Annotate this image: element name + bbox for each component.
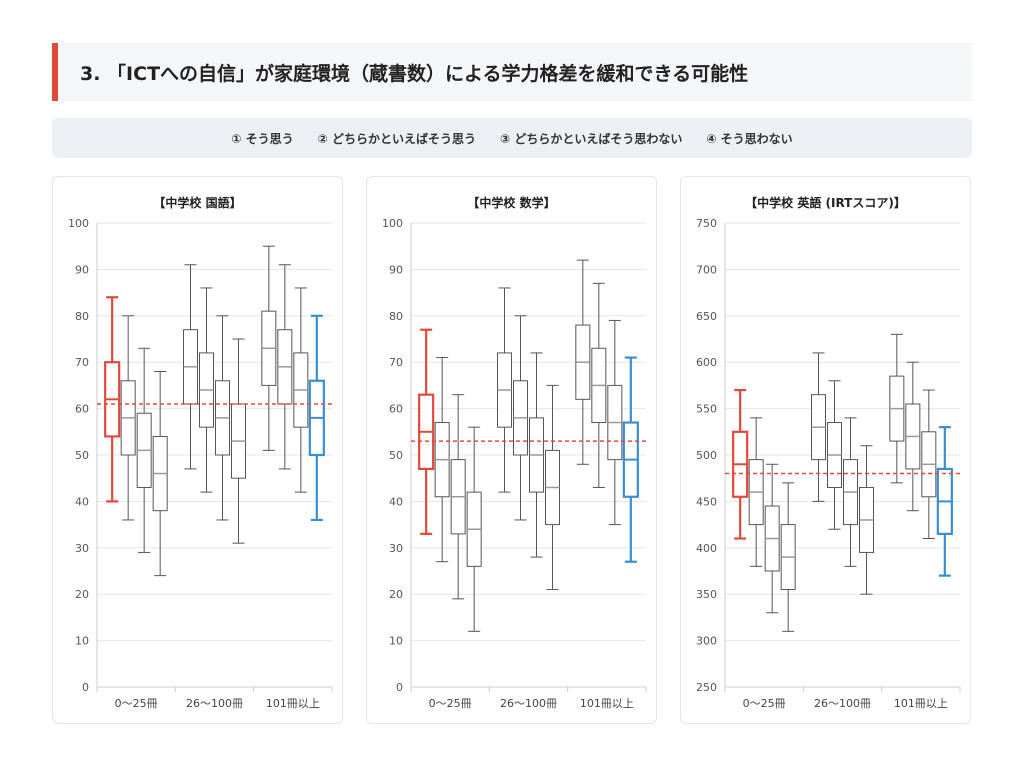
chart-title: 【中学校 数学】 xyxy=(467,196,556,210)
x-category-label: 26〜100冊 xyxy=(186,697,243,710)
boxplot-japanese: 0 10 20 30 40 50 60 70 80 90 100 0〜25冊 26〜100冊 101冊以上 xyxy=(68,217,333,710)
box-1-4 xyxy=(152,370,168,577)
box-2-1 xyxy=(497,287,512,493)
box-3-2 xyxy=(277,264,293,470)
box-3-3 xyxy=(607,319,623,526)
box-1-1 xyxy=(732,388,749,540)
y-tick-label: 60 xyxy=(75,403,89,416)
box-2-2 xyxy=(199,287,214,493)
x-category-label: 26〜100冊 xyxy=(500,697,557,710)
box-2-2 xyxy=(513,315,528,521)
page-header: 3. 「ICTへの自信」が家庭環境（蔵書数）による学力格差を緩和できる可能性 xyxy=(52,43,972,101)
box-1-4 xyxy=(780,482,796,632)
chart-panel-english: 【中学校 英語 (IRTスコア)】 250 300 350 400 450 500 550 6… xyxy=(680,176,971,724)
x-category-label: 0〜25冊 xyxy=(429,697,472,710)
box-3-3 xyxy=(293,287,309,493)
box-3-4 xyxy=(622,356,639,563)
page-title: 3. 「ICTへの自信」が家庭環境（蔵書数）による学力格差を緩和できる可能性 xyxy=(80,62,749,85)
chart-title: 【中学校 英語 (IRTスコア)】 xyxy=(745,196,906,210)
box-3-1 xyxy=(261,245,277,451)
y-tick-label: 80 xyxy=(75,310,89,323)
y-tick-label: 350 xyxy=(696,588,717,601)
box-3-2 xyxy=(905,361,921,512)
box-2-1 xyxy=(183,264,198,470)
y-tick-label: 500 xyxy=(696,449,717,462)
y-tick-label: 30 xyxy=(389,542,403,555)
box-2-1 xyxy=(811,352,826,502)
y-tick-label: 0 xyxy=(396,681,403,694)
box-2-4 xyxy=(231,338,246,544)
legend-item-3: ③ どちらかといえばそう思わない xyxy=(500,131,683,146)
y-tick-label: 450 xyxy=(696,495,717,508)
y-tick-label: 600 xyxy=(696,356,717,369)
boxplot-math: 0 10 20 30 40 50 60 70 80 90 100 0〜25冊 26〜100冊 101冊以上 xyxy=(382,217,647,710)
box-3-1 xyxy=(889,333,905,484)
y-tick-label: 100 xyxy=(68,217,89,230)
box-1-3 xyxy=(136,347,152,553)
box-1-4 xyxy=(466,426,482,632)
box-1-2 xyxy=(434,357,450,563)
chart-panel-math: 【中学校 数学】 0 10 20 30 40 50 60 70 80 90 100 0〜25冊 26〜1… xyxy=(366,176,657,724)
y-tick-label: 10 xyxy=(389,635,403,648)
box-1-1 xyxy=(104,296,121,503)
box-1-2 xyxy=(120,315,136,521)
box-1-3 xyxy=(764,463,780,614)
x-category-label: 101冊以上 xyxy=(580,697,634,710)
chart-title: 【中学校 国語】 xyxy=(153,196,242,210)
legend-item-2: ② どちらかといえばそう思う xyxy=(317,131,476,146)
y-tick-label: 300 xyxy=(696,635,717,648)
y-tick-label: 650 xyxy=(696,310,717,323)
y-tick-label: 90 xyxy=(389,263,403,276)
y-tick-label: 50 xyxy=(389,449,403,462)
y-tick-label: 60 xyxy=(389,403,403,416)
box-3-3 xyxy=(921,389,937,540)
y-tick-label: 80 xyxy=(389,310,403,323)
box-3-2 xyxy=(591,282,607,488)
y-tick-label: 70 xyxy=(389,356,403,369)
y-tick-label: 20 xyxy=(389,588,403,601)
y-tick-label: 10 xyxy=(75,635,89,648)
box-3-1 xyxy=(575,259,591,465)
box-2-3 xyxy=(215,315,230,521)
y-tick-label: 550 xyxy=(696,403,717,416)
y-tick-label: 700 xyxy=(696,263,717,276)
y-tick-label: 0 xyxy=(82,681,89,694)
box-2-3 xyxy=(843,417,858,567)
legend-item-1: ① そう思う xyxy=(231,131,294,146)
legend-item-4: ④ そう思わない xyxy=(706,131,793,146)
legend-bar: ① そう思う ② どちらかといえばそう思う ③ どちらかといえばそう思わない ④… xyxy=(52,118,972,158)
box-1-2 xyxy=(748,417,764,567)
box-2-4 xyxy=(859,445,874,595)
x-category-label: 0〜25冊 xyxy=(115,697,158,710)
box-2-4 xyxy=(545,384,560,591)
y-tick-label: 20 xyxy=(75,588,89,601)
x-category-label: 26〜100冊 xyxy=(814,697,871,710)
y-tick-label: 40 xyxy=(75,495,89,508)
x-category-label: 101冊以上 xyxy=(894,697,948,710)
box-3-4 xyxy=(308,314,325,522)
y-tick-label: 90 xyxy=(75,263,89,276)
box-2-2 xyxy=(827,380,842,530)
y-tick-label: 30 xyxy=(75,542,89,555)
chart-panel-japanese: 【中学校 国語】 0 10 20 30 40 50 60 70 80 90 100 0〜25冊 26〜1… xyxy=(52,176,343,724)
y-tick-label: 400 xyxy=(696,542,717,555)
x-category-label: 0〜25冊 xyxy=(743,697,786,710)
box-1-1 xyxy=(418,328,435,535)
y-tick-label: 70 xyxy=(75,356,89,369)
y-tick-label: 40 xyxy=(389,495,403,508)
box-2-3 xyxy=(529,352,544,558)
y-tick-label: 100 xyxy=(382,217,403,230)
boxplot-english: 250 300 350 400 450 500 550 600 650 700 750 0〜25冊 26… xyxy=(696,217,961,710)
y-tick-label: 250 xyxy=(696,681,717,694)
y-tick-label: 750 xyxy=(696,217,717,230)
box-3-4 xyxy=(936,426,953,577)
box-1-3 xyxy=(450,394,466,600)
y-tick-label: 50 xyxy=(75,449,89,462)
x-category-label: 101冊以上 xyxy=(266,697,320,710)
